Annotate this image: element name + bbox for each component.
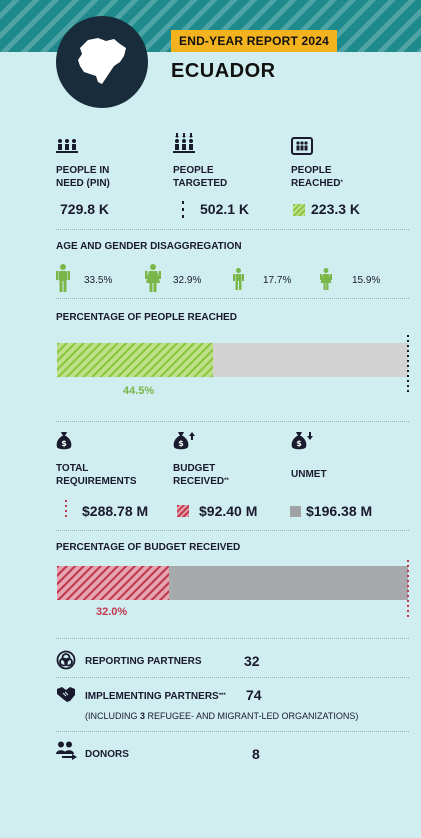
budget-received-bar-fill [57, 566, 170, 600]
donors-icon [56, 741, 77, 760]
handshake-icon [57, 687, 75, 702]
total-requirements-value: $288.78 M [82, 503, 149, 519]
divider [56, 229, 409, 230]
donors-value: 8 [252, 746, 260, 762]
people-targeted-icon [173, 133, 195, 153]
money-bag-icon: $ [56, 432, 72, 450]
age-gender-title: AGE AND GENDER DISAGGREGATION [56, 241, 242, 252]
woman-icon [145, 264, 161, 292]
divider [56, 677, 409, 678]
svg-text:$: $ [296, 439, 302, 448]
budget-received-value: $92.40 M [199, 503, 258, 519]
people-in-need-value: 729.8 K [60, 201, 110, 217]
girl-icon [320, 268, 332, 290]
divider [56, 731, 409, 732]
people-targeted-value: 502.1 K [200, 201, 250, 217]
target-marker-dotted [407, 335, 409, 395]
people-targeted-label: PEOPLE TARGETED [173, 165, 228, 189]
boy-icon [233, 268, 244, 290]
reporting-partners-icon [56, 650, 76, 670]
people-in-need-label: PEOPLE IN NEED (PIN) [56, 165, 110, 189]
people-reached-value: 223.3 K [311, 201, 361, 217]
people-in-need-icon [56, 139, 78, 153]
country-emblem [56, 16, 148, 108]
unmet-legend-swatch [290, 506, 301, 517]
budget-target-marker [407, 560, 409, 620]
unmet-icon: $ [291, 432, 313, 450]
unmet-label: UNMET [291, 469, 327, 480]
ecuador-map-icon [78, 38, 126, 84]
donors-label: DONORS [85, 749, 129, 760]
divider [56, 298, 409, 299]
received-legend-swatch [177, 505, 189, 517]
targeted-dotted-marker [182, 201, 184, 218]
woman-percent: 32.9% [173, 275, 202, 286]
budget-received-icon: $ [173, 432, 195, 450]
divider [56, 530, 409, 531]
divider [56, 421, 409, 422]
people-reached-label: PEOPLE REACHED* [291, 165, 343, 189]
svg-text:$: $ [61, 439, 67, 448]
people-reached-icon [291, 137, 313, 155]
total-dotted-marker [65, 500, 67, 520]
report-badge: END-YEAR REPORT 2024 [171, 30, 338, 52]
people-reached-pct-title: PERCENTAGE OF PEOPLE REACHED [56, 312, 237, 323]
man-percent: 33.5% [84, 275, 113, 286]
people-reached-bar [57, 343, 408, 377]
people-reached-bar-fill [57, 343, 214, 377]
implementing-partners-note: (INCLUDING 3 REFUGEE- AND MIGRANT-LED OR… [85, 711, 359, 721]
implementing-partners-value: 74 [246, 687, 262, 703]
reporting-partners-value: 32 [244, 653, 260, 669]
implementing-partners-label: IMPLEMENTING PARTNERS*** [85, 691, 226, 702]
people-reached-pct-label: 44.5% [123, 385, 155, 397]
svg-text:$: $ [178, 439, 184, 448]
budget-received-bar [57, 566, 408, 600]
reporting-partners-label: REPORTING PARTNERS [85, 656, 202, 667]
unmet-value: $196.38 M [306, 503, 373, 519]
budget-received-label: BUDGET RECEIVED** [173, 463, 229, 487]
man-icon [56, 264, 70, 292]
budget-pct-title: PERCENTAGE OF BUDGET RECEIVED [56, 542, 241, 553]
country-title: ECUADOR [171, 60, 276, 82]
girl-percent: 15.9% [352, 275, 381, 286]
total-requirements-label: TOTAL REQUIREMENTS [56, 463, 137, 487]
reached-legend-swatch [293, 204, 305, 216]
budget-pct-label: 32.0% [96, 606, 128, 618]
boy-percent: 17.7% [263, 275, 292, 286]
divider [56, 638, 409, 639]
